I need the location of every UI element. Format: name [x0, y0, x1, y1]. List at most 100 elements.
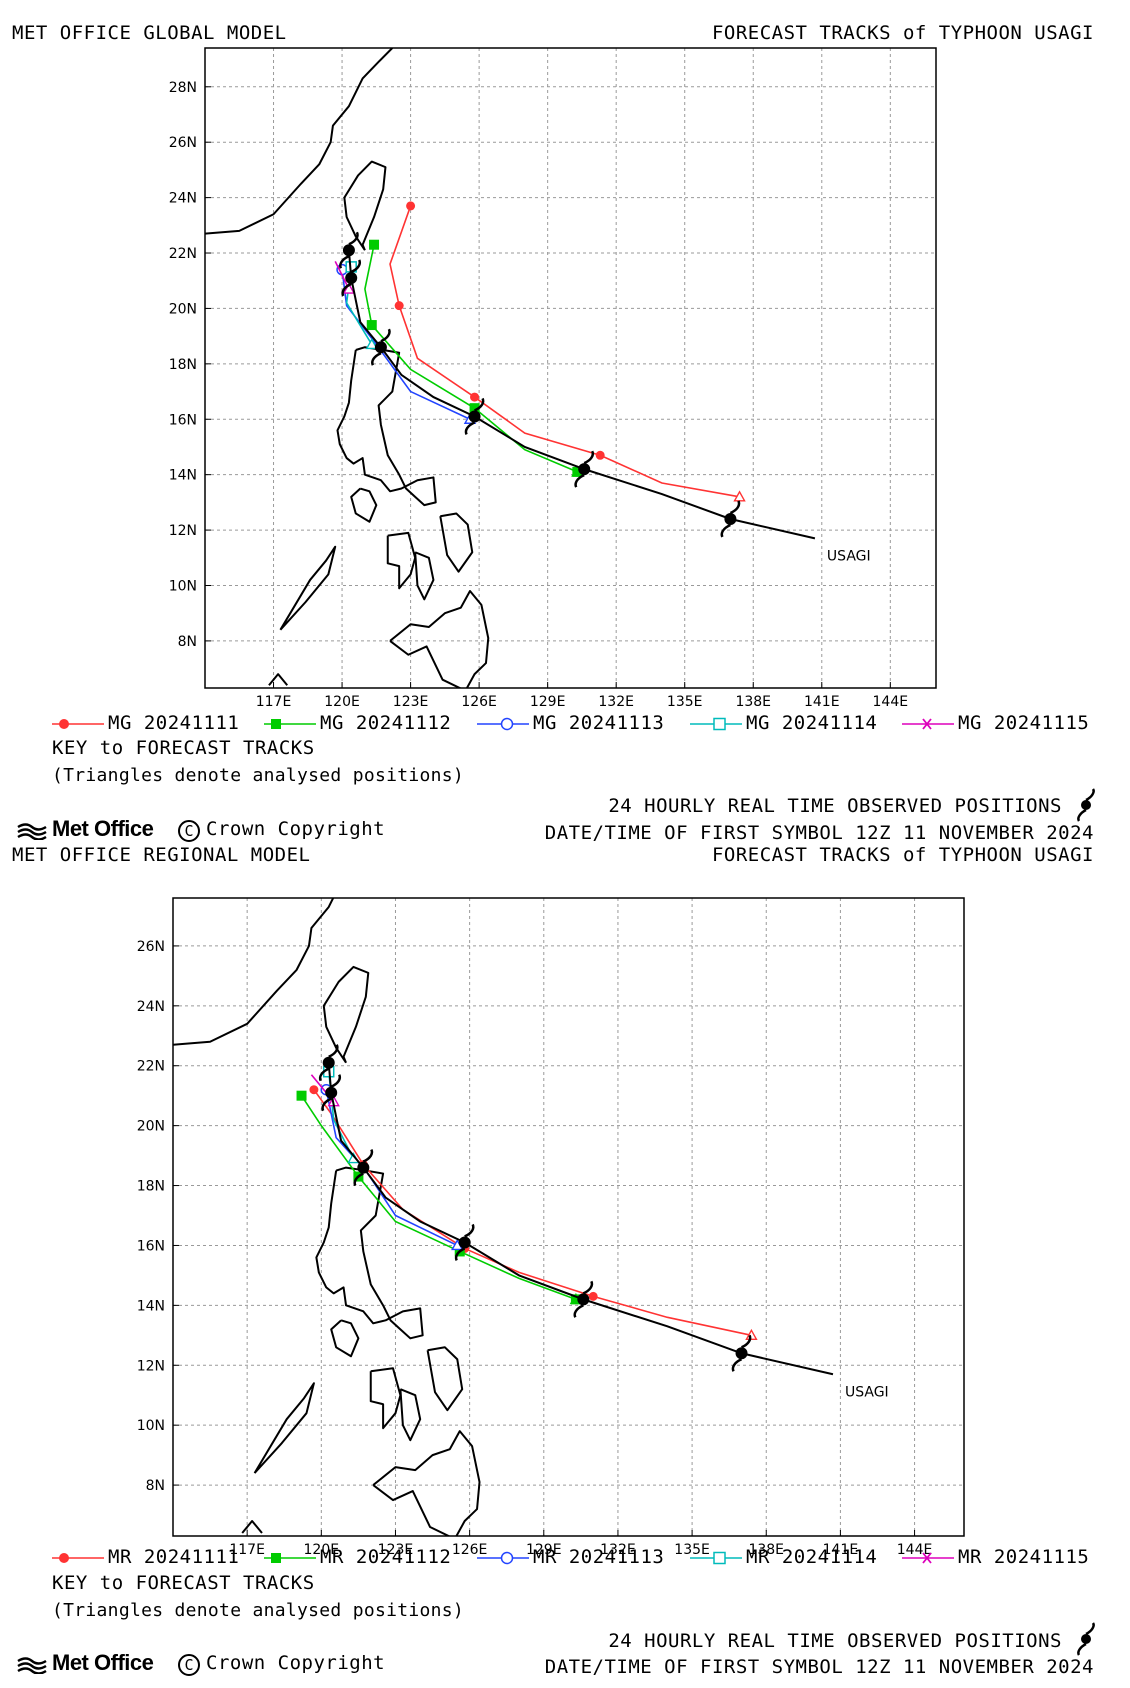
coastline — [343, 160, 387, 251]
panel-subtitle: FORECAST TRACKS of TYPHOON USAGI — [711, 22, 1094, 44]
storm-name-label: USAGI — [827, 548, 871, 564]
typhoon-symbol-arm — [341, 282, 352, 297]
typhoon-symbol-center — [458, 1236, 471, 1249]
typhoon-symbol-arm — [371, 352, 382, 366]
map-frame — [204, 47, 937, 689]
lon-tick-label: 120E — [324, 694, 360, 710]
typhoon-symbol-arm — [318, 1067, 330, 1082]
lon-tick-label: 117E — [256, 694, 292, 710]
lon-tick-label: 129E — [526, 1542, 562, 1558]
coastline — [414, 551, 435, 601]
typhoon-symbol-arm — [339, 255, 350, 269]
observed-positions-label: 24 HOURLY REAL TIME OBSERVED POSITIONS — [608, 795, 1062, 817]
forecast-track-map: 117E 120E 123E 126E 129E 132E 135E 138E 141E 144E… — [137, 897, 965, 1558]
lat-tick-label: 20N — [137, 1119, 165, 1135]
lat-tick-label: 18N — [169, 357, 197, 373]
coastline — [372, 1430, 481, 1536]
forecast-point — [588, 1291, 598, 1301]
lat-tick-label: 10N — [137, 1418, 165, 1434]
tick-labels: 117E 120E 123E 126E 129E 132E 135E 138E 141E 144E… — [137, 939, 933, 1558]
lat-tick-label: 28N — [169, 80, 197, 96]
track-legend: MR 20241111 MR 20241112 MR 20241113 MR 2… — [50, 1546, 1120, 1570]
key-note: (Triangles denote analysed positions) — [52, 765, 465, 786]
first-symbol-datetime: DATE/TIME OF FIRST SYMBOL 12Z 11 NOVEMBE… — [544, 822, 1094, 844]
typhoon-symbol-arm — [464, 1223, 475, 1238]
observed-position-symbol — [731, 1334, 752, 1372]
coastline-group — [173, 898, 481, 1536]
observed-track-line — [347, 250, 816, 540]
map-grid — [205, 48, 936, 688]
coastline — [389, 590, 490, 688]
observed-position-symbol — [573, 1280, 594, 1318]
typhoon-symbol-center — [345, 271, 358, 284]
filled-square-line-icon — [264, 1553, 316, 1563]
lat-tick-label: 14N — [169, 468, 197, 484]
lon-tick-label: 117E — [229, 1542, 265, 1558]
x-cross-line-icon — [902, 718, 954, 730]
typhoon-symbol-arm — [582, 1280, 594, 1295]
coastline — [205, 48, 394, 235]
legend-label: MG 20241113 — [533, 712, 665, 734]
coastline — [241, 1520, 263, 1534]
key-title: KEY to FORECAST TRACKS — [52, 1572, 315, 1594]
open-square-line-icon — [690, 1551, 742, 1565]
typhoon-symbol-arm — [464, 421, 476, 436]
coastline — [399, 1388, 422, 1442]
typhoon-symbol-icon — [1077, 1622, 1095, 1656]
lat-tick-label: 24N — [169, 191, 197, 207]
typhoon-symbol-center — [322, 1056, 335, 1069]
open-square-line-icon — [690, 717, 742, 731]
open-circle-line-icon — [477, 717, 529, 731]
legend-label: MG 20241115 — [958, 712, 1090, 734]
typhoon-symbol-center — [468, 410, 481, 423]
forecast-point — [470, 392, 480, 402]
typhoon-symbol-arm — [474, 397, 485, 412]
coastline — [268, 673, 289, 686]
forecast-point — [394, 301, 404, 311]
forecast-point — [595, 450, 605, 460]
typhoon-symbol-center — [374, 341, 387, 354]
met-office-logo-icon — [17, 1657, 47, 1674]
lat-tick-label: 16N — [169, 412, 197, 428]
observed-position-symbol — [341, 259, 362, 297]
typhoon-symbol-arm — [380, 328, 391, 343]
forecast-point — [572, 466, 583, 477]
lon-tick-label: 129E — [530, 694, 566, 710]
forecast-track-line — [389, 205, 740, 498]
copyright-text: Crown Copyright — [206, 1652, 386, 1674]
forecast-point — [369, 239, 380, 250]
observed-position-symbol — [339, 231, 359, 269]
observed-positions-label: 24 HOURLY REAL TIME OBSERVED POSITIONS — [608, 1630, 1062, 1652]
lat-tick-label: 12N — [137, 1358, 165, 1374]
observed-position-symbol — [371, 328, 391, 366]
typhoon-symbol-arm — [454, 1247, 466, 1262]
forecast-point — [309, 1085, 319, 1095]
filled-circle-line-icon — [52, 719, 104, 729]
key-note: (Triangles denote analysed positions) — [52, 1600, 465, 1621]
forecast-point — [296, 1090, 307, 1101]
lon-tick-label: 132E — [600, 1542, 636, 1558]
lat-tick-label: 22N — [169, 246, 197, 262]
observed-position-symbol — [574, 450, 595, 488]
typhoon-symbol-icon — [1077, 788, 1095, 822]
track-legend: MG 20241111 MG 20241112 MG 20241113 MG 2… — [50, 712, 1120, 736]
coastline — [253, 1382, 315, 1474]
coastline — [330, 1319, 360, 1358]
legend-label: MR 20241114 — [746, 1546, 878, 1568]
typhoon-symbol-arm — [574, 473, 585, 488]
copyright-icon: C — [178, 1654, 200, 1676]
brand-name: Met Office — [52, 816, 154, 841]
coastline — [322, 965, 370, 1064]
typhoon-symbol-arm — [720, 523, 731, 538]
lat-tick-label: 8N — [178, 634, 197, 650]
coastline — [386, 531, 417, 590]
lat-tick-label: 20N — [169, 301, 197, 317]
regional-model-panel: MET OFFICE REGIONAL MODEL FORECAST TRACK… — [0, 844, 1130, 1688]
observed-track-line — [327, 1062, 834, 1376]
typhoon-symbol-arm — [350, 259, 362, 274]
lat-tick-label: 8N — [146, 1478, 165, 1494]
lat-tick-label: 18N — [137, 1179, 165, 1195]
typhoon-symbol-arm — [740, 1334, 752, 1349]
coastline — [369, 1367, 402, 1430]
forecast-point — [570, 1294, 581, 1305]
